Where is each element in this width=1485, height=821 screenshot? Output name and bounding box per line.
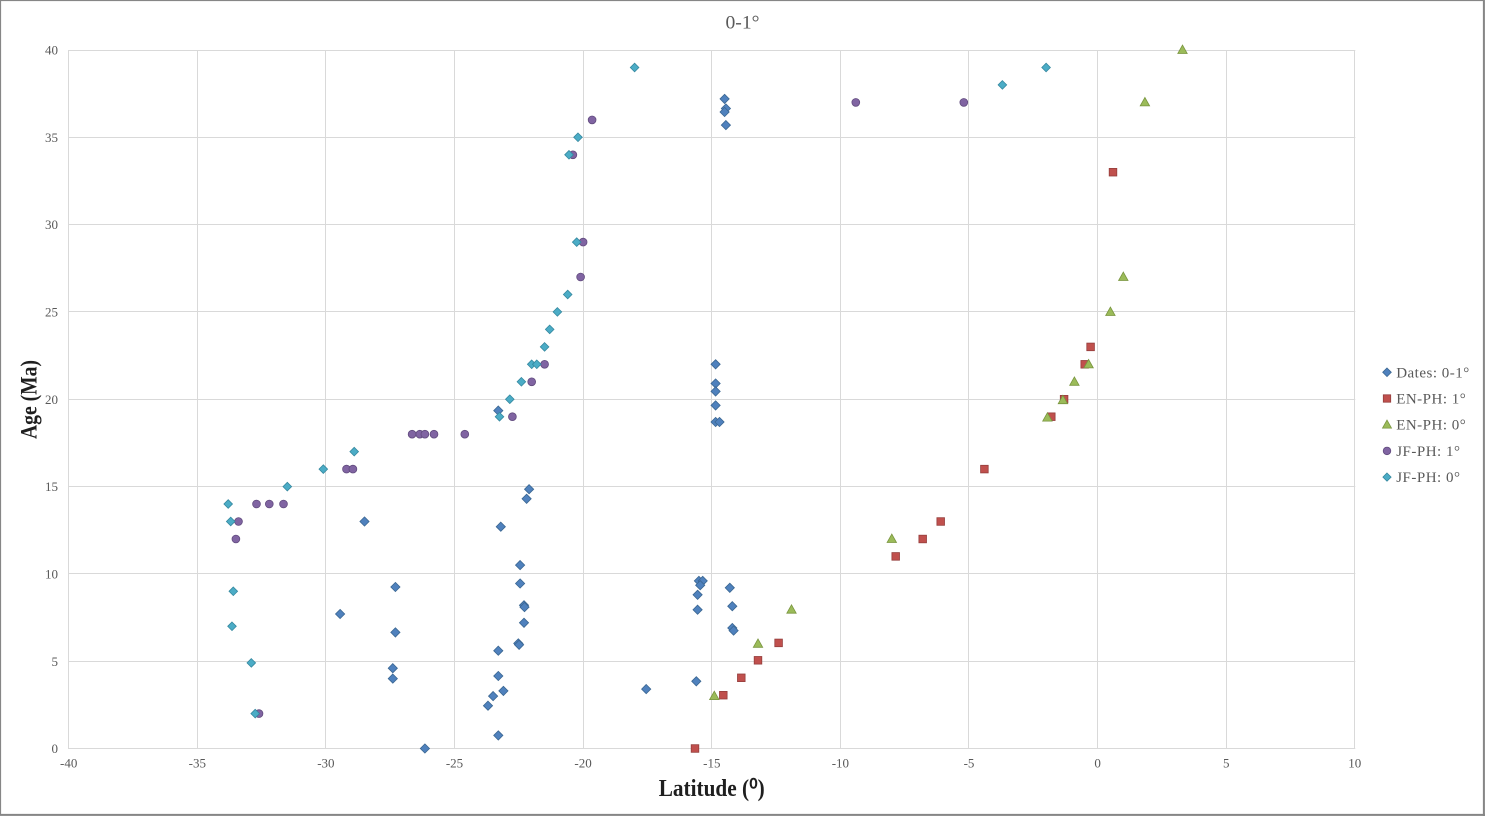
svg-text:40: 40	[45, 43, 58, 58]
svg-text:EN-PH: 1°: EN-PH: 1°	[1396, 392, 1466, 408]
svg-text:Latitude (⁰): Latitude (⁰)	[659, 776, 765, 802]
svg-text:5: 5	[1223, 756, 1230, 771]
svg-text:5: 5	[52, 654, 59, 669]
svg-text:20: 20	[45, 392, 58, 407]
svg-text:Dates: 0-1°: Dates: 0-1°	[1396, 365, 1470, 381]
svg-text:-20: -20	[574, 756, 591, 771]
svg-text:-30: -30	[317, 756, 334, 771]
svg-text:0-1°: 0-1°	[726, 13, 760, 34]
svg-text:-40: -40	[60, 756, 77, 771]
svg-text:35: 35	[45, 130, 58, 145]
svg-text:15: 15	[45, 479, 58, 494]
svg-text:-35: -35	[189, 756, 206, 771]
svg-text:0: 0	[1094, 756, 1101, 771]
svg-text:JF-PH: 1°: JF-PH: 1°	[1396, 444, 1460, 460]
svg-text:0: 0	[52, 741, 59, 756]
svg-text:JF-PH: 0°: JF-PH: 0°	[1396, 470, 1460, 486]
svg-text:10: 10	[1348, 756, 1361, 771]
svg-text:-15: -15	[703, 756, 720, 771]
svg-text:-25: -25	[446, 756, 463, 771]
svg-text:Age (Ma): Age (Ma)	[17, 360, 42, 439]
svg-text:25: 25	[45, 305, 58, 320]
svg-text:-10: -10	[832, 756, 849, 771]
svg-text:-5: -5	[964, 756, 975, 771]
svg-text:10: 10	[45, 567, 58, 582]
svg-text:30: 30	[45, 217, 58, 232]
svg-text:EN-PH: 0°: EN-PH: 0°	[1396, 418, 1466, 434]
